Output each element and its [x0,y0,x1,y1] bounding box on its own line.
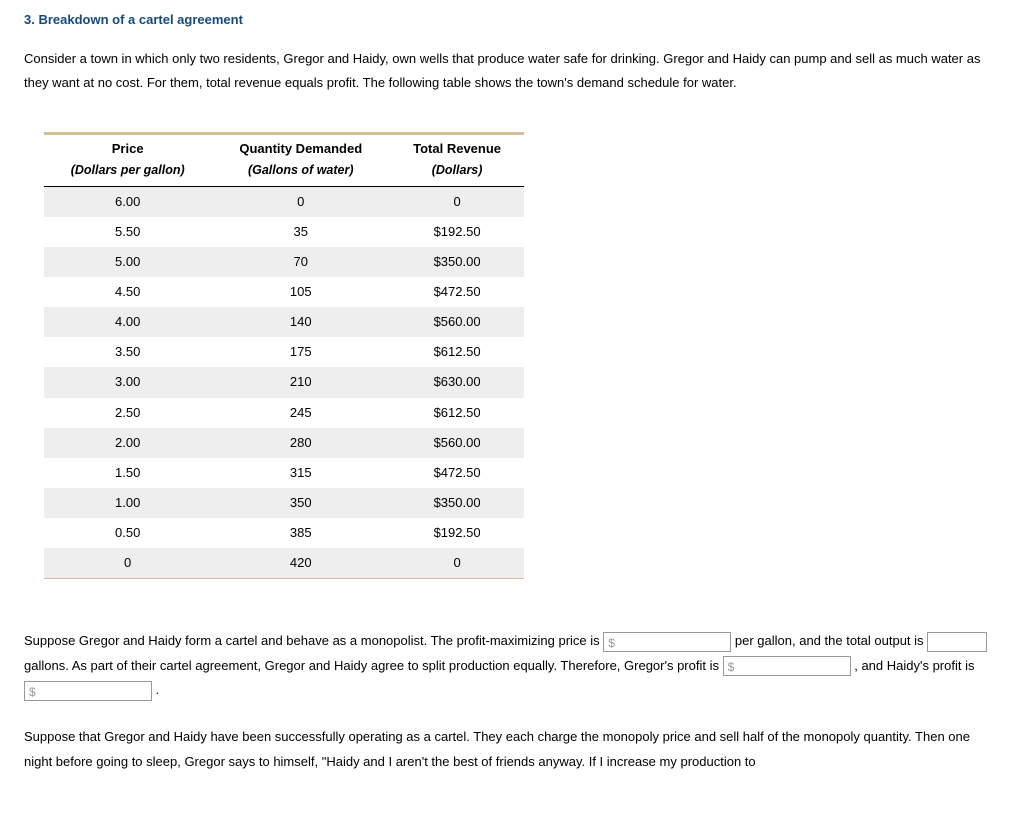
table-row: 1.50315$472.50 [44,458,524,488]
table-cell: $560.00 [390,307,524,337]
output-input[interactable] [927,632,987,652]
table-cell: 1.00 [44,488,211,518]
table-cell: $192.50 [390,518,524,548]
q1-text-5: . [156,682,160,697]
table-cell: 2.50 [44,398,211,428]
table-row: 4.50105$472.50 [44,277,524,307]
col-rev-header: Total Revenue [390,135,524,160]
table-cell: $612.50 [390,398,524,428]
table-cell: 0 [390,548,524,578]
table-cell: 6.00 [44,186,211,217]
gregor-profit-input[interactable]: $ [723,656,851,676]
table-row: 5.5035$192.50 [44,217,524,247]
table-cell: 385 [211,518,390,548]
table-cell: 0 [211,186,390,217]
table-cell: $612.50 [390,337,524,367]
dollar-prefix: $ [29,685,36,699]
price-input[interactable]: $ [603,632,731,652]
q1-text-3: gallons. As part of their cartel agreeme… [24,658,723,673]
table-cell: 175 [211,337,390,367]
table-cell: $472.50 [390,458,524,488]
section-heading: 3. Breakdown of a cartel agreement [24,8,1000,33]
haidy-profit-input[interactable]: $ [24,681,152,701]
table-cell: 245 [211,398,390,428]
q1-text-2: per gallon, and the total output is [735,633,927,648]
table-row: 3.50175$612.50 [44,337,524,367]
table-cell: 4.50 [44,277,211,307]
table-cell: 280 [211,428,390,458]
table-cell: 4.00 [44,307,211,337]
table-row: 4.00140$560.00 [44,307,524,337]
table-row: 2.50245$612.50 [44,398,524,428]
intro-paragraph: Consider a town in which only two reside… [24,47,1000,96]
table-cell: 210 [211,367,390,397]
table-cell: 3.00 [44,367,211,397]
table-cell: 70 [211,247,390,277]
table-cell: $350.00 [390,488,524,518]
table-cell: 5.00 [44,247,211,277]
table-row: 1.00350$350.00 [44,488,524,518]
table-cell: $192.50 [390,217,524,247]
col-qty-header: Quantity Demanded [211,135,390,160]
col-price-header: Price [44,135,211,160]
col-price-sub: (Dollars per gallon) [44,160,211,187]
table-row: 2.00280$560.00 [44,428,524,458]
question-paragraph-2: Suppose that Gregor and Haidy have been … [24,725,1000,774]
table-row: 3.00210$630.00 [44,367,524,397]
demand-table: Price Quantity Demanded Total Revenue (D… [44,135,524,578]
dollar-prefix: $ [608,636,615,650]
table-cell: 350 [211,488,390,518]
dollar-prefix: $ [728,660,735,674]
table-cell: 2.00 [44,428,211,458]
table-cell: 105 [211,277,390,307]
table-cell: 0 [44,548,211,578]
q1-text-1: Suppose Gregor and Haidy form a cartel a… [24,633,603,648]
table-cell: 140 [211,307,390,337]
col-qty-sub: (Gallons of water) [211,160,390,187]
q1-text-4: , and Haidy's profit is [854,658,974,673]
table-cell: 315 [211,458,390,488]
table-row: 04200 [44,548,524,578]
table-cell: 420 [211,548,390,578]
table-cell: 0.50 [44,518,211,548]
table-cell: 3.50 [44,337,211,367]
table-row: 6.0000 [44,186,524,217]
table-cell: 1.50 [44,458,211,488]
table-cell: $350.00 [390,247,524,277]
table-cell: $560.00 [390,428,524,458]
table-cell: 35 [211,217,390,247]
demand-table-wrap: Price Quantity Demanded Total Revenue (D… [44,132,524,579]
table-row: 5.0070$350.00 [44,247,524,277]
table-cell: $630.00 [390,367,524,397]
col-rev-sub: (Dollars) [390,160,524,187]
table-cell: 5.50 [44,217,211,247]
table-cell: 0 [390,186,524,217]
question-paragraph-1: Suppose Gregor and Haidy form a cartel a… [24,629,1000,703]
table-row: 0.50385$192.50 [44,518,524,548]
table-cell: $472.50 [390,277,524,307]
